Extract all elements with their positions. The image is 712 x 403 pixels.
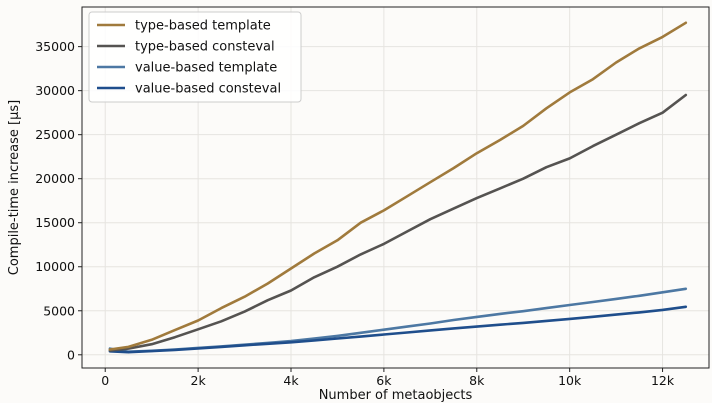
y-tick-label: 0	[67, 347, 75, 362]
x-axis-label: Number of metaobjects	[319, 388, 473, 403]
x-tick-label: 12k	[651, 373, 675, 388]
x-tick-label: 8k	[469, 373, 485, 388]
x-tick-label: 2k	[191, 373, 207, 388]
y-tick-label: 30000	[35, 83, 75, 98]
y-tick-label: 15000	[35, 215, 75, 230]
legend-label: value-based template	[135, 61, 277, 76]
legend-box	[88, 11, 302, 103]
plot-frame	[81, 6, 710, 369]
x-tick-label: 6k	[376, 373, 392, 388]
x-tick-label: 0	[101, 373, 109, 388]
legend-label: value-based consteval	[135, 82, 281, 97]
y-tick-label: 5000	[43, 303, 75, 318]
axis-ticks: 0 2k 4k 6k 8k 10k 12k 0 5000 10000 15000 20000 25000…	[35, 39, 675, 388]
x-tick-label: 10k	[558, 373, 582, 388]
series-line-1	[108, 93, 688, 352]
y-tick-label: 10000	[35, 259, 75, 274]
legend: type-based template type-based consteval v…	[88, 11, 302, 103]
legend-label: type-based template	[135, 19, 271, 34]
series-line-3	[108, 305, 688, 354]
y-tick-label: 35000	[35, 39, 75, 54]
legend-label: type-based consteval	[135, 40, 275, 55]
x-tick-label: 4k	[283, 373, 299, 388]
y-axis-label: Compile-time increase [µs]	[7, 100, 22, 275]
y-tick-label: 20000	[35, 171, 75, 186]
y-tick-label: 25000	[35, 127, 75, 142]
series-lines	[108, 21, 688, 354]
series-line-0	[108, 21, 688, 351]
